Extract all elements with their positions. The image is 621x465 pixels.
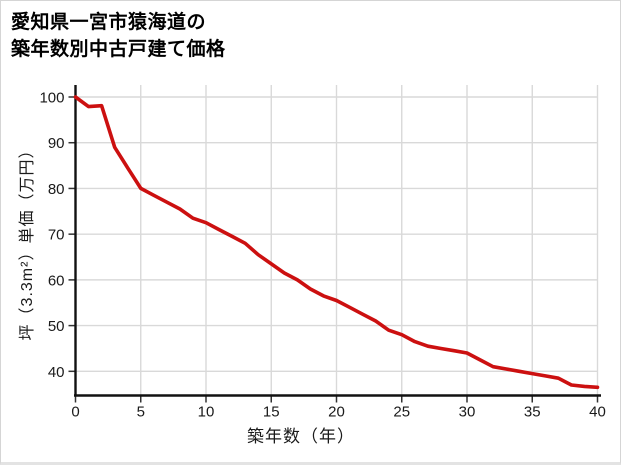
y-tick-label: 100 <box>39 90 64 107</box>
x-tick-label: 5 <box>137 404 145 421</box>
x-tick-label: 40 <box>589 404 606 421</box>
y-tick-label: 80 <box>48 181 65 198</box>
x-tick-label: 15 <box>263 404 280 421</box>
chart-title: 愛知県一宮市猿海道の 築年数別中古戸建て価格 <box>11 9 226 63</box>
x-tick-label: 35 <box>524 404 541 421</box>
chart-title-line1: 愛知県一宮市猿海道の <box>11 12 207 33</box>
y-tick-label: 40 <box>48 364 65 381</box>
y-tick-label: 50 <box>48 318 65 335</box>
x-tick-label: 10 <box>198 404 215 421</box>
x-axis-label: 築年数（年） <box>247 427 355 446</box>
price-line <box>73 95 600 390</box>
y-tick-label: 60 <box>48 272 65 289</box>
chart-title-line2: 築年数別中古戸建て価格 <box>11 39 226 60</box>
y-tick-label: 90 <box>48 135 65 152</box>
y-tick-label: 70 <box>48 227 65 244</box>
x-tick-label: 0 <box>71 404 79 421</box>
x-tick-label: 20 <box>328 404 345 421</box>
x-tick-label: 30 <box>459 404 476 421</box>
x-tick-label: 25 <box>393 404 410 421</box>
y-axis-label: 坪（3.3m²）単価（万円） <box>19 141 36 341</box>
